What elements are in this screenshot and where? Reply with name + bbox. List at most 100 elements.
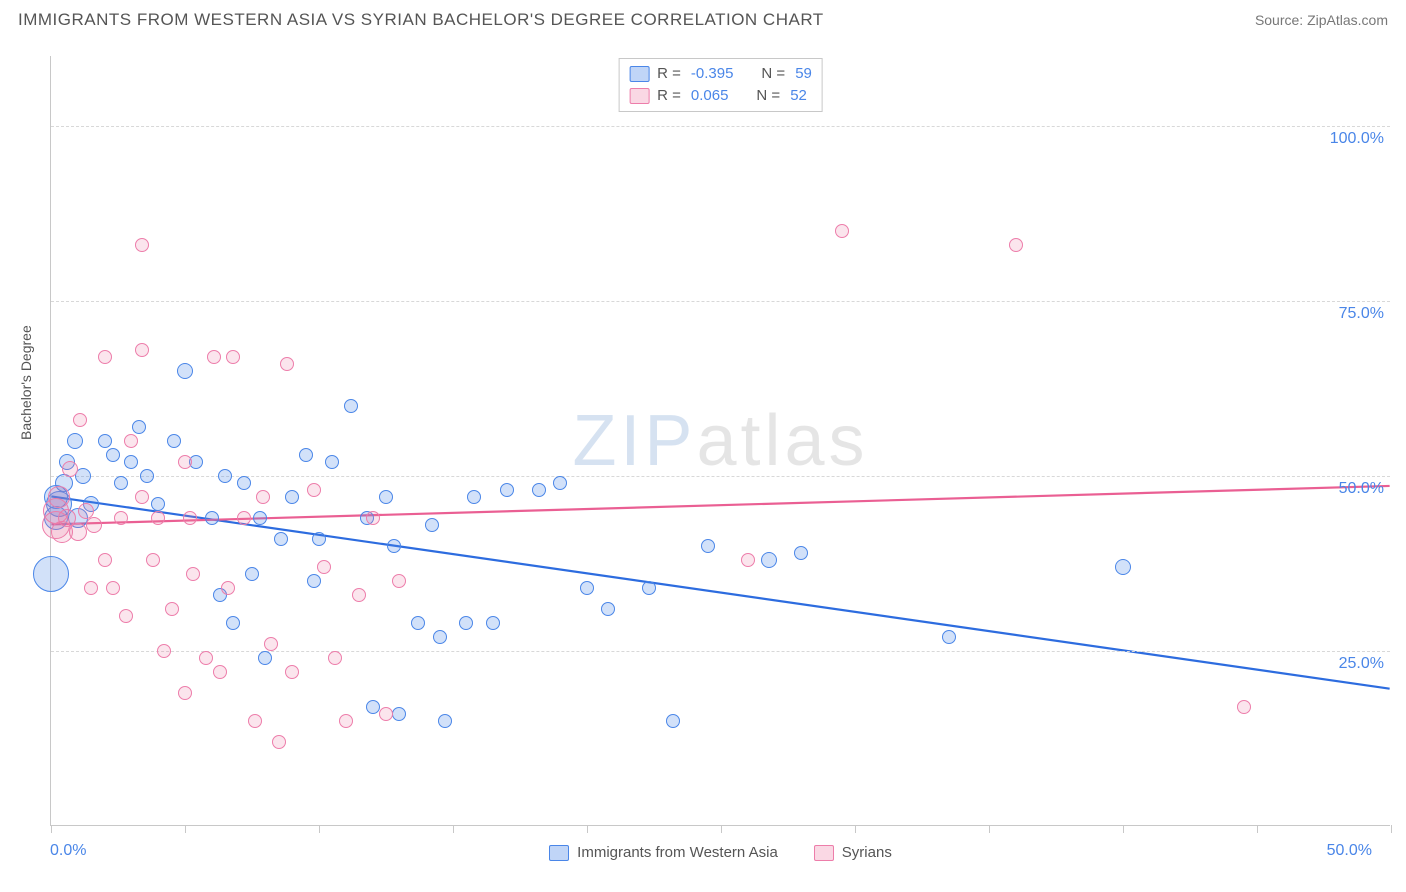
- data-point: [741, 553, 755, 567]
- data-point: [264, 637, 278, 651]
- data-point: [701, 539, 715, 553]
- data-point: [69, 523, 87, 541]
- watermark: ZIPatlas: [572, 400, 868, 482]
- data-point: [167, 434, 181, 448]
- n-value: 59: [795, 63, 812, 85]
- r-value: -0.395: [691, 63, 734, 85]
- data-point: [119, 609, 133, 623]
- data-point: [84, 581, 98, 595]
- x-tick: [1391, 825, 1392, 833]
- r-label: R =: [657, 63, 681, 85]
- x-tick: [721, 825, 722, 833]
- legend-series-bottom: Immigrants from Western Asia Syrians: [51, 844, 1390, 861]
- data-point: [135, 238, 149, 252]
- data-point: [392, 574, 406, 588]
- data-point: [835, 224, 849, 238]
- data-point: [124, 434, 138, 448]
- data-point: [307, 483, 321, 497]
- data-point: [285, 490, 299, 504]
- x-axis-end-label: 50.0%: [1327, 842, 1372, 860]
- grid-line: [51, 301, 1390, 302]
- data-point: [601, 602, 615, 616]
- data-point: [226, 350, 240, 364]
- data-point: [178, 686, 192, 700]
- grid-line: [51, 126, 1390, 127]
- data-point: [532, 483, 546, 497]
- data-point: [666, 714, 680, 728]
- legend-label: Syrians: [842, 844, 892, 861]
- data-point: [1115, 559, 1131, 575]
- y-tick-label: 50.0%: [1339, 480, 1384, 498]
- x-tick: [989, 825, 990, 833]
- legend-item: Immigrants from Western Asia: [549, 844, 778, 861]
- legend-item: Syrians: [814, 844, 892, 861]
- data-point: [67, 433, 83, 449]
- data-point: [256, 490, 270, 504]
- data-point: [218, 469, 232, 483]
- data-point: [642, 581, 656, 595]
- data-point: [411, 616, 425, 630]
- data-point: [253, 511, 267, 525]
- data-point: [425, 518, 439, 532]
- data-point: [379, 490, 393, 504]
- legend-swatch: [629, 88, 649, 104]
- data-point: [339, 714, 353, 728]
- data-point: [237, 476, 251, 490]
- data-point: [248, 714, 262, 728]
- data-point: [1237, 700, 1251, 714]
- legend-swatch: [814, 845, 834, 861]
- chart-title: IMMIGRANTS FROM WESTERN ASIA VS SYRIAN B…: [18, 10, 824, 30]
- data-point: [183, 511, 197, 525]
- grid-line: [51, 476, 1390, 477]
- x-tick: [453, 825, 454, 833]
- r-label: R =: [657, 85, 681, 107]
- data-point: [307, 574, 321, 588]
- data-point: [245, 567, 259, 581]
- data-point: [285, 665, 299, 679]
- data-point: [942, 630, 956, 644]
- data-point: [98, 434, 112, 448]
- data-point: [328, 651, 342, 665]
- correlation-scatter-chart: ZIPatlas R =-0.395N =59R = 0.065N =52 Im…: [50, 56, 1390, 826]
- x-tick: [51, 825, 52, 833]
- legend-row: R = -0.395 N = 59: [629, 63, 812, 85]
- legend-swatch: [629, 66, 649, 82]
- data-point: [48, 486, 70, 508]
- x-tick: [1123, 825, 1124, 833]
- data-point: [135, 490, 149, 504]
- data-point: [114, 511, 128, 525]
- data-point: [106, 448, 120, 462]
- n-value: 52: [790, 85, 807, 107]
- data-point: [258, 651, 272, 665]
- grid-line: [51, 651, 1390, 652]
- n-label: N =: [761, 63, 785, 85]
- trend-line: [51, 496, 1389, 688]
- data-point: [500, 483, 514, 497]
- data-point: [317, 560, 331, 574]
- legend-swatch: [549, 845, 569, 861]
- y-tick-label: 100.0%: [1330, 130, 1384, 148]
- data-point: [237, 511, 251, 525]
- data-point: [280, 357, 294, 371]
- data-point: [272, 735, 286, 749]
- data-point: [140, 469, 154, 483]
- legend-correlation-box: R =-0.395N =59R = 0.065N =52: [618, 58, 823, 112]
- data-point: [124, 455, 138, 469]
- y-tick-label: 25.0%: [1339, 655, 1384, 673]
- data-point: [467, 490, 481, 504]
- data-point: [199, 651, 213, 665]
- data-point: [486, 616, 500, 630]
- data-point: [794, 546, 808, 560]
- legend-row: R = 0.065N =52: [629, 85, 812, 107]
- n-label: N =: [756, 85, 780, 107]
- data-point: [98, 553, 112, 567]
- data-point: [344, 399, 358, 413]
- data-point: [114, 476, 128, 490]
- data-point: [62, 461, 78, 477]
- data-point: [132, 420, 146, 434]
- data-point: [299, 448, 313, 462]
- data-point: [98, 350, 112, 364]
- data-point: [86, 517, 102, 533]
- data-point: [379, 707, 393, 721]
- data-point: [165, 602, 179, 616]
